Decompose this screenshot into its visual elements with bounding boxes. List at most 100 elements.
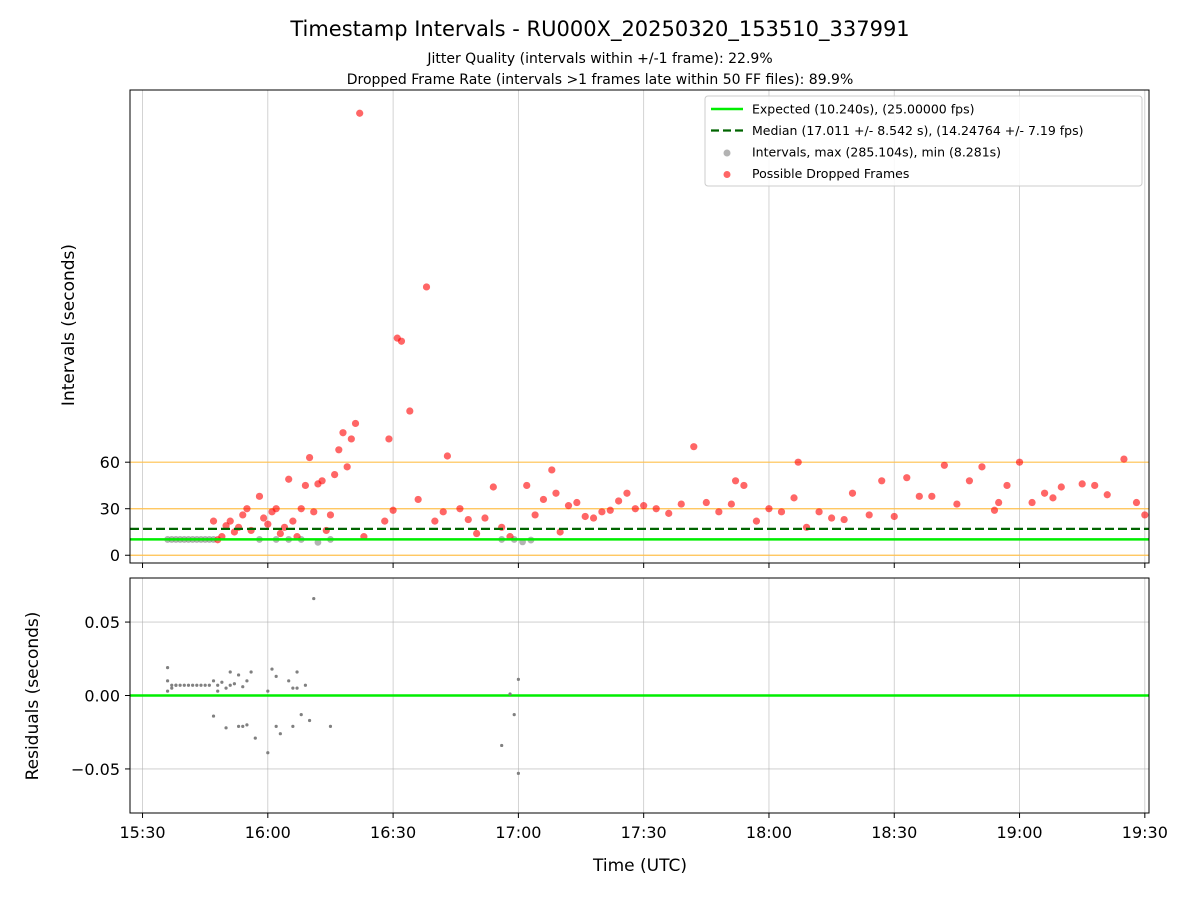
dropped-frame-point [239, 511, 247, 519]
dropped-frame-point [481, 514, 489, 522]
residual-point [203, 683, 207, 687]
legend-swatch-dot [723, 171, 731, 178]
dropped-frame-point [752, 517, 761, 525]
dropped-frame-point [489, 483, 497, 491]
residual-point [287, 679, 291, 683]
interval-point [314, 538, 322, 546]
dropped-frame-point [243, 505, 251, 513]
dropped-frame-point [339, 429, 347, 437]
dropped-frame-point [1120, 455, 1128, 463]
bottom-ylabel: Residuals (seconds) [23, 612, 43, 781]
residual-point [249, 670, 253, 674]
dropped-frame-point [731, 477, 740, 485]
dropped-frame-point [727, 500, 735, 508]
residual-point [328, 724, 333, 728]
dropped-frame-point [431, 517, 439, 525]
dropped-frame-point [343, 463, 351, 471]
dropped-frame-point [928, 492, 936, 500]
dropped-frame-point [539, 495, 548, 504]
dropped-frame-point [815, 508, 823, 516]
dropped-frame-point [397, 337, 406, 345]
residual-point [174, 683, 178, 687]
dropped-frame-point [531, 511, 539, 519]
residual-point [170, 686, 174, 690]
dropped-frame-point [335, 446, 343, 454]
dropped-frame-point [272, 505, 280, 513]
dropped-frame-point [552, 489, 560, 497]
dropped-frame-point [422, 283, 431, 291]
dropped-frame-point [564, 502, 573, 510]
dropped-frame-point [740, 481, 748, 490]
residual-point [291, 686, 295, 690]
dropped-frame-point [556, 528, 564, 536]
dropped-frame-point [995, 498, 1003, 507]
residual-point [245, 723, 249, 727]
dropped-frame-point [285, 475, 293, 483]
bottom-plot-area [130, 578, 1149, 813]
dropped-frame-point [523, 481, 531, 490]
dropped-frame-point [1049, 494, 1057, 502]
residual-point [220, 680, 224, 684]
dropped-frame-point [297, 505, 305, 513]
residual-point [274, 674, 278, 679]
bottom-x-tick-label: 19:00 [996, 823, 1042, 842]
dropped-frame-point [690, 443, 698, 451]
residual-point [207, 683, 211, 687]
dropped-frame-point [848, 489, 857, 497]
dropped-frame-point [289, 517, 297, 525]
dropped-frame-point [1003, 481, 1011, 490]
dropped-frame-point [389, 506, 397, 514]
dropped-frame-point [385, 435, 393, 443]
legend-label: Intervals, max (285.104s), min (8.281s) [752, 145, 1001, 160]
dropped-frame-point [940, 461, 948, 469]
dropped-frame-point [890, 512, 898, 521]
legend-box [704, 95, 1143, 187]
dropped-frame-point [978, 463, 986, 471]
top-axes-frame [129, 89, 1150, 564]
dropped-frame-point [652, 505, 660, 513]
dropped-frame-point [990, 506, 999, 514]
residual-point [270, 667, 274, 671]
residual-point [236, 724, 241, 728]
dropped-frame-point [1078, 480, 1086, 488]
dropped-frame-point [1040, 489, 1049, 497]
dropped-frame-point [356, 109, 364, 117]
bottom-x-tick-label: 15:30 [119, 823, 165, 842]
bottom-x-tick-label: 19:30 [1122, 823, 1168, 842]
dropped-frame-point [230, 528, 239, 536]
bottom-x-tick-label: 17:00 [495, 823, 541, 842]
residual-point [232, 682, 237, 686]
residual-point [236, 673, 241, 677]
bottom-x-tick-label: 18:00 [746, 823, 792, 842]
dropped-frame-point [381, 517, 389, 525]
dropped-frame-point [865, 511, 873, 519]
bottom-x-tick-label: 16:30 [370, 823, 416, 842]
residual-point [199, 683, 203, 687]
dropped-frame-point [828, 514, 836, 522]
residual-point [241, 685, 245, 689]
dropped-frame-point [573, 498, 581, 507]
bottom-x-tick-label: 17:30 [621, 823, 667, 842]
dropped-frame-point [878, 477, 886, 485]
dropped-frame-point [665, 509, 673, 517]
dropped-frame-point [414, 495, 422, 504]
dropped-frame-point [606, 506, 614, 514]
bottom-y-tick-label: 0.00 [84, 687, 120, 706]
dropped-frame-point [598, 508, 606, 516]
dropped-frame-point [702, 498, 710, 507]
residual-point [228, 670, 232, 674]
residual-point [245, 679, 249, 683]
dropped-frame-point [301, 481, 310, 490]
dropped-frame-point [1103, 491, 1111, 499]
dropped-frame-point [1015, 458, 1024, 466]
dropped-frame-point [456, 505, 464, 513]
dropped-frame-point [1057, 483, 1065, 491]
dropped-frame-point [581, 512, 589, 521]
residual-point [165, 665, 170, 670]
top-y-tick-label: 60 [100, 453, 120, 472]
bottom-y-tick-label: −0.05 [71, 760, 120, 779]
dropped-frame-point [331, 471, 339, 479]
legend-label: Median (17.011 +/- 8.542 s), (14.24764 +… [752, 123, 1083, 138]
